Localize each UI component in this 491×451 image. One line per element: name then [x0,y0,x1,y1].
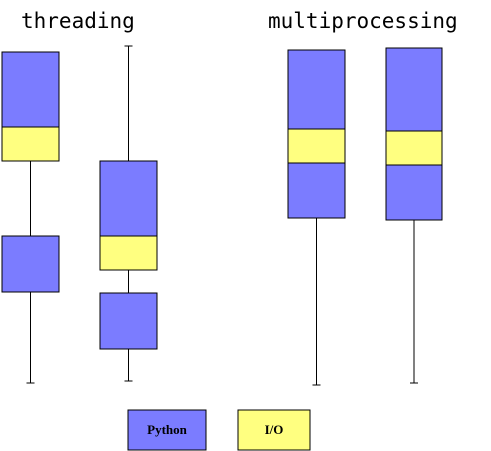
python-segment [2,236,59,292]
multiprocessing-timeline-3 [288,50,345,385]
threading-timeline-2 [100,46,157,381]
python-segment [100,293,157,349]
python-segment [288,163,345,218]
threading-title: threading [21,9,135,33]
multiprocessing-timeline-4 [386,48,442,383]
threading-timeline-1 [2,52,59,383]
legend: Python I/O [128,410,310,450]
python-segment [2,52,59,127]
legend-io-label: I/O [265,422,284,437]
io-segment [100,236,157,270]
legend-python-label: Python [147,422,188,437]
multiprocessing-title: multiprocessing [268,9,458,33]
python-segment [386,165,442,220]
python-segment [100,161,157,236]
io-segment [288,129,345,163]
io-segment [386,131,442,165]
io-segment [2,127,59,161]
python-segment [288,50,345,129]
timelines [2,46,442,385]
python-segment [386,48,442,131]
